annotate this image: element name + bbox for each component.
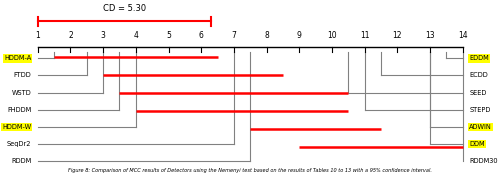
Text: 8: 8 [264,31,269,40]
Text: WSTD: WSTD [12,90,32,96]
Text: 12: 12 [392,31,402,40]
Text: 5: 5 [166,31,171,40]
Text: STEPD: STEPD [469,107,490,113]
Text: 9: 9 [297,31,302,40]
Text: FHDDM: FHDDM [7,107,32,113]
Text: 2: 2 [68,31,73,40]
Text: ECDD: ECDD [469,72,488,78]
Text: 13: 13 [426,31,435,40]
Text: SeqDr2: SeqDr2 [7,141,32,147]
Text: EDDM: EDDM [469,55,489,61]
Text: HDDM-W: HDDM-W [2,124,32,130]
Text: FTDD: FTDD [14,72,32,78]
Text: 4: 4 [134,31,138,40]
Text: DDM: DDM [469,141,485,147]
Text: HDDM-A: HDDM-A [4,55,32,61]
Text: 3: 3 [100,31,105,40]
Text: RDDM30: RDDM30 [469,158,498,164]
Text: ADWIN: ADWIN [469,124,492,130]
Text: 7: 7 [232,31,236,40]
Text: SEED: SEED [469,90,486,96]
Text: RDDM: RDDM [11,158,32,164]
Text: 6: 6 [199,31,203,40]
Text: 1: 1 [36,31,40,40]
Text: 11: 11 [360,31,370,40]
Text: 14: 14 [458,31,468,40]
Text: CD = 5.30: CD = 5.30 [103,4,146,13]
Text: 10: 10 [327,31,337,40]
Text: Figure 8: Comparison of MCC results of Detectors using the Nemenyi test based on: Figure 8: Comparison of MCC results of D… [68,168,432,173]
